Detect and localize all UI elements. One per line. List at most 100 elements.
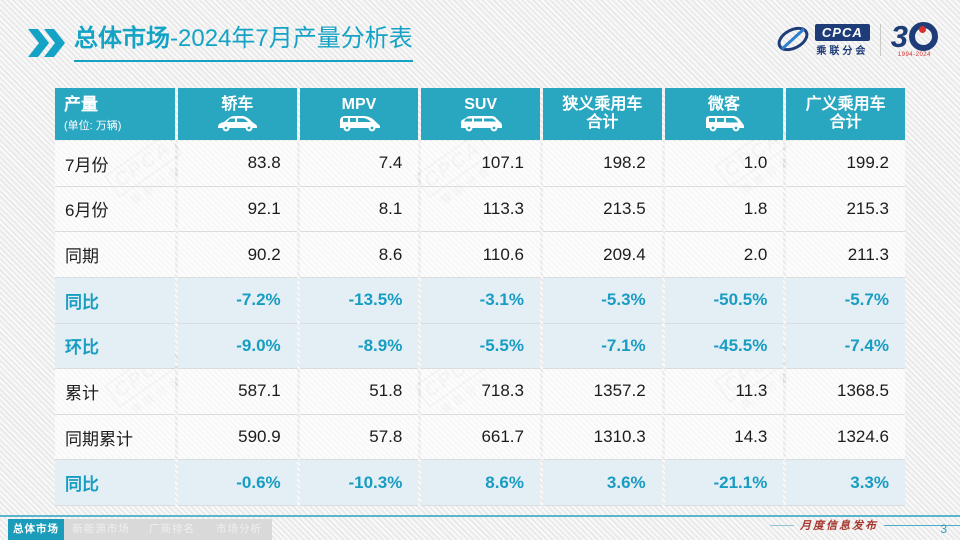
row-label: 累计 xyxy=(55,369,175,415)
row-label: 7月份 xyxy=(55,141,175,187)
table-row: 同比 -7.2% -13.5% -3.1% -5.3% -50.5% -5.7% xyxy=(55,277,905,324)
footer-caption: 月度信息发布 xyxy=(800,519,878,532)
cell-value: 8.6% xyxy=(421,460,540,506)
cell-value: 199.2 xyxy=(786,141,905,187)
header-cell: 狭义乘用车 合计 xyxy=(542,88,662,140)
cell-value: 587.1 xyxy=(178,369,297,415)
anniversary-30-logo: 3 1994-2024 xyxy=(890,18,938,58)
cell-value: 3.3% xyxy=(786,460,905,506)
header-label: SUV xyxy=(464,95,498,113)
cell-value: -5.3% xyxy=(542,277,662,324)
cell-value: 110.6 xyxy=(421,232,540,278)
cell-value: 14.3 xyxy=(664,414,784,461)
cell-value: -8.9% xyxy=(299,323,419,370)
cell-value: -7.4% xyxy=(786,323,905,370)
header-label: 广义乘用车 合计 xyxy=(805,95,886,131)
cpca-name: 乘联分会 xyxy=(816,45,869,57)
cell-value: 1368.5 xyxy=(786,369,905,415)
cell-value: -9.0% xyxy=(178,323,297,370)
page-title-rest: -2024年7月产量分析表 xyxy=(170,25,413,52)
logo-divider xyxy=(879,24,881,56)
cell-value: 3.6% xyxy=(542,460,662,506)
header-label: 微客 xyxy=(707,95,740,113)
footer-divider xyxy=(0,515,960,517)
caption-right-line xyxy=(884,524,960,526)
header-cell: 轿车 xyxy=(178,88,297,140)
cell-value: 90.2 xyxy=(178,232,297,278)
cell-value: 92.1 xyxy=(178,186,297,233)
cell-value: -5.5% xyxy=(421,323,540,370)
cell-value: 1357.2 xyxy=(542,369,662,415)
footer-nav-tabs: 总体市场 新能源市场 厂商排名 市场分析 xyxy=(8,519,272,540)
cell-value: -5.7% xyxy=(786,277,905,324)
cell-value: 215.3 xyxy=(786,186,905,233)
cell-value: 1.8 xyxy=(664,186,784,233)
header-cell: 微客 xyxy=(664,88,784,140)
header-cell: 广义乘用车 合计 xyxy=(786,88,905,140)
table-body: 7月份 83.8 7.4 107.1 198.2 1.0 199.2 6月份 92.1 8.1 11… xyxy=(55,141,905,506)
cell-value: -45.5% xyxy=(664,323,784,370)
page-number: 3 xyxy=(940,522,947,536)
cell-value: 211.3 xyxy=(786,232,905,278)
mpv-icon xyxy=(336,115,382,132)
table-row: 6月份 92.1 8.1 113.3 213.5 1.8 215.3 xyxy=(55,186,905,233)
page-header: 总体市场-2024年7月产量分析表 xyxy=(26,24,413,62)
cell-value: -3.1% xyxy=(421,277,540,324)
double-chevron-icon xyxy=(28,29,65,57)
header-cell-production: 产量 (单位: 万辆) xyxy=(55,88,175,140)
table-row: 环比 -9.0% -8.9% -5.5% -7.1% -45.5% -7.4% xyxy=(55,323,905,370)
cell-value: 113.3 xyxy=(421,186,540,233)
cell-value: -7.1% xyxy=(542,323,662,370)
footer-caption-wrap: 月度信息发布 xyxy=(770,517,960,533)
row-label: 6月份 xyxy=(55,186,175,233)
header-label: MPV xyxy=(341,95,377,113)
suv-icon xyxy=(458,115,504,132)
header-cell: MPV xyxy=(299,88,419,140)
logo-group: CPCA 乘联分会 3 1994-2024 xyxy=(775,18,938,58)
header-label: 狭义乘用车 合计 xyxy=(562,95,643,131)
cell-value: 661.7 xyxy=(421,414,540,461)
row-label: 环比 xyxy=(55,323,175,370)
footer-tab-1[interactable]: 总体市场 xyxy=(8,519,64,540)
cell-value: -21.1% xyxy=(664,460,784,506)
row-label: 同期累计 xyxy=(55,414,175,461)
caption-left-line xyxy=(770,524,794,526)
sedan-icon xyxy=(215,115,259,132)
row-label: 同比 xyxy=(55,460,175,506)
cpca-acronym: CPCA xyxy=(814,23,870,41)
row-label: 同期 xyxy=(55,232,175,278)
cell-value: 107.1 xyxy=(421,141,540,187)
table-row: 同期累计 590.9 57.8 661.7 1310.3 14.3 1324.6 xyxy=(55,414,905,461)
cell-value: 718.3 xyxy=(421,369,540,415)
header-unit: (单位: 万辆) xyxy=(64,119,122,132)
cell-value: 8.6 xyxy=(299,232,419,278)
table-row: 同比 -0.6% -10.3% 8.6% 3.6% -21.1% 3.3% xyxy=(55,460,905,506)
anniversary-3: 3 xyxy=(890,18,908,54)
cell-value: -7.2% xyxy=(178,277,297,324)
footer-tab-2[interactable]: 新能源市场 xyxy=(64,519,138,540)
cell-value: 590.9 xyxy=(178,414,297,461)
footer-tab-4[interactable]: 市场分析 xyxy=(206,519,272,540)
cell-value: 1.0 xyxy=(664,141,784,187)
cell-value: 1310.3 xyxy=(542,414,662,461)
cell-value: -50.5% xyxy=(664,277,784,324)
table-row: 累计 587.1 51.8 718.3 1357.2 11.3 1368.5 xyxy=(55,369,905,415)
table-header-row: 产量 (单位: 万辆) 轿车 MPV SUV 狭义乘用车 合计 微客 广义乘用车 合计 xyxy=(55,88,905,140)
cell-value: 57.8 xyxy=(299,414,419,461)
footer-tab-3[interactable]: 厂商排名 xyxy=(138,519,206,540)
table-row: 7月份 83.8 7.4 107.1 198.2 1.0 199.2 xyxy=(55,141,905,187)
cell-value: 11.3 xyxy=(664,369,784,415)
header-title: 产量 xyxy=(64,95,98,115)
cell-value: -13.5% xyxy=(299,277,419,324)
header-label: 轿车 xyxy=(221,95,254,113)
cell-value: -0.6% xyxy=(178,460,297,506)
anniversary-years: 1994-2024 xyxy=(897,52,931,58)
cpca-logo: CPCA 乘联分会 xyxy=(775,23,870,57)
cpca-swoosh-icon xyxy=(777,26,809,52)
page-title: 总体市场-2024年7月产量分析表 xyxy=(74,24,413,62)
cell-value: 7.4 xyxy=(299,141,419,187)
cell-value: 209.4 xyxy=(542,232,662,278)
cell-value: 83.8 xyxy=(178,141,297,187)
cell-value: 213.5 xyxy=(542,186,662,233)
